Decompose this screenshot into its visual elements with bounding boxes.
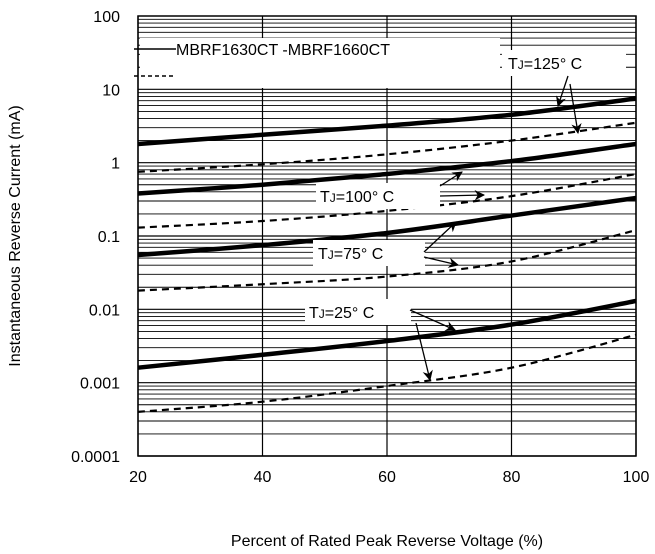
x-axis-label: Percent of Rated Peak Reverse Voltage (%… — [231, 533, 543, 550]
legend: MBRF1630CT -MBRF1660CT — [134, 38, 500, 88]
legend-box — [140, 38, 500, 88]
annotation-arrow-125-solid — [556, 75, 569, 107]
x-tick-label: 80 — [503, 469, 521, 486]
annotation-label-100: TJ=100° C — [320, 189, 394, 206]
y-tick-label: 1 — [111, 156, 120, 173]
series-line-75-solid — [137, 195, 637, 258]
legend-label-solid: MBRF1630CT -MBRF1660CT — [176, 42, 390, 59]
annotation-box-100 — [316, 183, 440, 209]
x-tick-label: 60 — [378, 469, 396, 486]
annotation-arrow-25-solid — [409, 309, 456, 331]
annotation-arrow-100-solid — [439, 171, 463, 187]
x-tick-label: 40 — [254, 469, 272, 486]
ticks-layer: 20 40 60 80 100 0.0001 0.001 0.01 0.1 1 10 100 — [71, 9, 649, 486]
annotation-arrow-75-solid — [423, 221, 457, 253]
annotation-label-75: TJ=75° C — [318, 246, 383, 263]
annotation-arrow-25-dashed — [415, 322, 433, 382]
annotation-box-75 — [313, 240, 425, 266]
annotation-arrow-125-dashed — [569, 83, 582, 135]
y-tick-label: 100 — [93, 9, 120, 26]
y-tick-label: 0.01 — [89, 302, 120, 319]
y-tick-label: 0.1 — [98, 229, 120, 246]
series-line-100-solid — [137, 141, 637, 196]
annotation-arrow-75-dashed — [423, 256, 460, 268]
annotation-label-25: TJ=25° C — [309, 305, 374, 322]
x-tick-label: 20 — [129, 469, 147, 486]
y-tick-label: 10 — [102, 82, 120, 99]
annotations: TJ=125° C TJ=100° C TJ=75° C TJ=25° C — [305, 50, 626, 382]
annotation-arrow-100-dashed — [439, 190, 486, 201]
annotation-box-25 — [305, 299, 411, 325]
series-line-125-solid — [137, 96, 637, 147]
y-tick-label: 0.001 — [80, 376, 120, 393]
x-tick-label: 100 — [623, 469, 650, 486]
plot-frame — [137, 15, 637, 457]
y-tick-label: 0.0001 — [71, 449, 120, 466]
y-axis-label: Instantaneous Reverse Current (mA) — [7, 105, 24, 366]
series-layer — [137, 96, 637, 413]
annotation-box-125 — [502, 50, 626, 76]
annotation-label-125: TJ=125° C — [508, 56, 582, 73]
series-line-25-solid — [137, 298, 637, 370]
